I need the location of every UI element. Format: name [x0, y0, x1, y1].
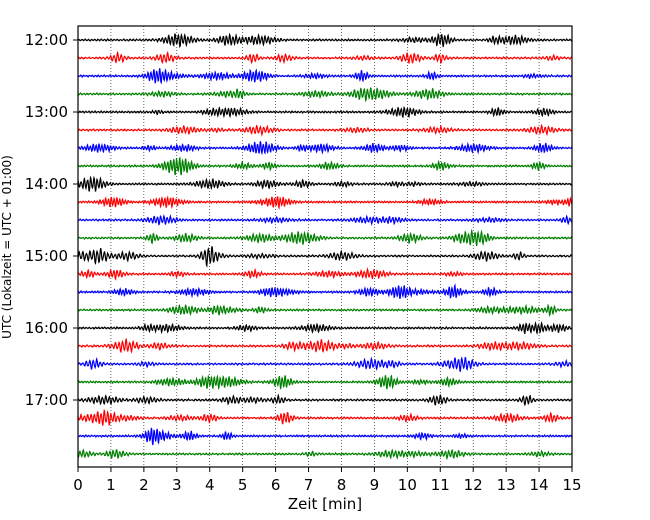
y-tick-label: 14:00 [25, 175, 68, 193]
seismogram-trace [77, 228, 573, 247]
x-tick-label: 4 [205, 476, 215, 494]
seismogram-trace [77, 374, 573, 391]
seismogram-trace [77, 68, 573, 85]
seismogram-trace [77, 338, 573, 354]
seismogram-trace [77, 408, 573, 426]
seismogram-trace [77, 303, 573, 317]
seismogram-trace [77, 175, 573, 192]
seismogram-trace [77, 448, 573, 461]
seismogram-trace [77, 32, 573, 49]
x-tick-label: 5 [238, 476, 248, 494]
seismogram-trace [77, 195, 573, 211]
x-axis-label: Zeit [min] [288, 495, 362, 513]
seismogram-trace [77, 86, 573, 103]
seismogram-trace [77, 246, 573, 268]
y-tick-label: 15:00 [25, 247, 68, 265]
x-tick-label: 12 [464, 476, 483, 494]
seismogram-trace [77, 123, 573, 137]
seismogram-trace [77, 267, 573, 281]
seismogram-trace [77, 356, 573, 372]
x-tick-label: 9 [370, 476, 380, 494]
x-tick-label: 7 [304, 476, 314, 494]
x-tick-label: 6 [271, 476, 281, 494]
x-tick-label: 3 [172, 476, 182, 494]
seismogram-trace [77, 156, 573, 176]
x-tick-label: 11 [431, 476, 450, 494]
x-tick-label: 10 [398, 476, 417, 494]
x-tick-label: 13 [497, 476, 516, 494]
y-axis-ticks: 12:00 13:00 14:00 15:00 16:00 17:00 [25, 31, 78, 409]
y-tick-label: 12:00 [25, 31, 68, 49]
seismogram-trace [77, 393, 573, 407]
seismogram-trace [77, 141, 573, 156]
y-tick-label: 16:00 [25, 319, 68, 337]
seismogram-trace [77, 213, 573, 226]
seismogram-trace [77, 320, 573, 336]
seismogram-trace [77, 283, 573, 300]
x-tick-label: 1 [106, 476, 116, 494]
x-tick-label: 15 [562, 476, 581, 494]
seismogram-traces [77, 32, 573, 461]
x-tick-label: 14 [530, 476, 549, 494]
x-tick-label: 2 [139, 476, 149, 494]
x-tick-label: 0 [73, 476, 83, 494]
seismogram-trace [77, 106, 573, 119]
y-axis-label: UTC (Lokalzeit = UTC + 01:00) [0, 155, 14, 339]
seismogram-trace [77, 427, 573, 446]
seismogram-trace [77, 50, 573, 65]
plot-frame [77, 25, 573, 468]
x-axis-ticks: 0 1 2 3 4 5 6 7 8 9 10 11 12 13 14 15 [73, 467, 582, 494]
y-tick-label: 13:00 [25, 103, 68, 121]
x-tick-label: 8 [337, 476, 347, 494]
y-tick-label: 17:00 [25, 391, 68, 409]
